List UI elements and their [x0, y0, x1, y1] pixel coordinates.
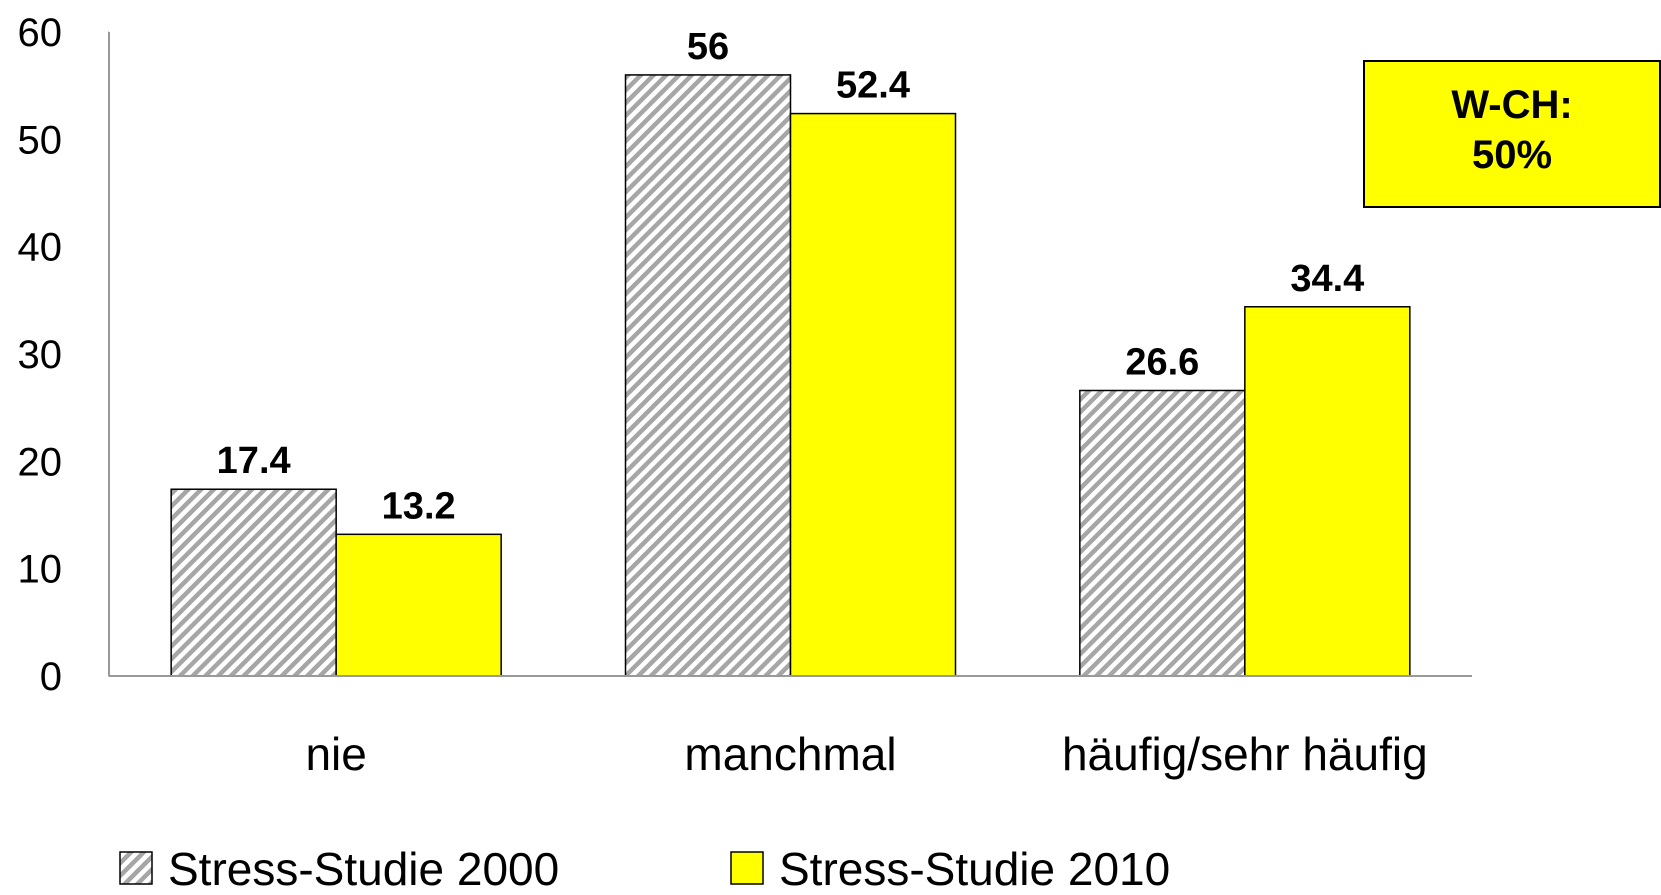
bar [170, 488, 337, 677]
y-tick-label: 60 [18, 11, 63, 55]
x-tick-label: häufig/sehr häufig [1062, 728, 1428, 780]
bar [624, 74, 792, 677]
legend-label: Stress-Studie 2000 [168, 843, 559, 895]
bar [789, 112, 957, 677]
y-tick-label: 10 [18, 548, 63, 592]
y-tick-label: 30 [18, 333, 63, 377]
legend-label: Stress-Studie 2010 [779, 843, 1170, 895]
value-label: 26.6 [1125, 341, 1199, 383]
y-tick-label: 0 [40, 655, 62, 699]
annotation-box [1363, 60, 1661, 208]
value-label: 52.4 [836, 65, 910, 107]
bar [1244, 306, 1411, 677]
bar [1079, 389, 1246, 677]
annotation: W-CH: [1451, 83, 1572, 127]
x-tick-label: nie [305, 728, 366, 780]
legend-swatch [730, 851, 764, 885]
y-tick-label: 20 [18, 440, 63, 484]
y-tick-label: 50 [18, 118, 63, 162]
y-tick-label: 40 [18, 226, 63, 270]
value-label: 13.2 [382, 485, 456, 527]
x-tick-label: manchmal [684, 728, 896, 780]
bar [335, 533, 502, 677]
annotation: 50% [1472, 133, 1552, 177]
legend-swatch [119, 851, 153, 885]
value-label: 56 [687, 26, 729, 68]
value-label: 17.4 [217, 440, 291, 482]
value-label: 34.4 [1290, 258, 1364, 300]
